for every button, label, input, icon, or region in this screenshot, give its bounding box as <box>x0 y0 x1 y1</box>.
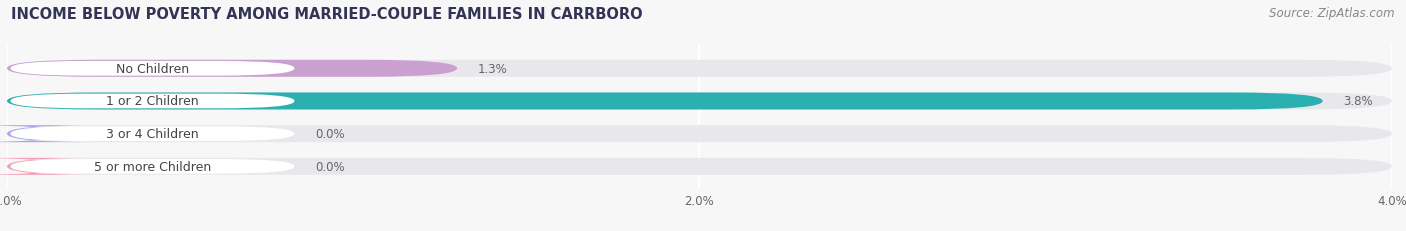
Text: Source: ZipAtlas.com: Source: ZipAtlas.com <box>1270 7 1395 20</box>
Text: 0.0%: 0.0% <box>315 128 344 140</box>
FancyBboxPatch shape <box>7 158 1392 175</box>
Text: 1.3%: 1.3% <box>478 63 508 76</box>
Text: 1 or 2 Children: 1 or 2 Children <box>105 95 198 108</box>
FancyBboxPatch shape <box>10 127 294 141</box>
FancyBboxPatch shape <box>7 126 1392 143</box>
FancyBboxPatch shape <box>7 93 1323 110</box>
FancyBboxPatch shape <box>7 61 457 77</box>
FancyBboxPatch shape <box>0 158 97 175</box>
Text: 0.0%: 0.0% <box>315 160 344 173</box>
FancyBboxPatch shape <box>7 93 1392 110</box>
Text: No Children: No Children <box>115 63 188 76</box>
Text: 3.8%: 3.8% <box>1344 95 1374 108</box>
Text: 5 or more Children: 5 or more Children <box>94 160 211 173</box>
FancyBboxPatch shape <box>0 126 97 143</box>
FancyBboxPatch shape <box>10 159 294 174</box>
FancyBboxPatch shape <box>10 94 294 109</box>
FancyBboxPatch shape <box>10 62 294 76</box>
Text: 3 or 4 Children: 3 or 4 Children <box>105 128 198 140</box>
FancyBboxPatch shape <box>7 61 1392 77</box>
Text: INCOME BELOW POVERTY AMONG MARRIED-COUPLE FAMILIES IN CARRBORO: INCOME BELOW POVERTY AMONG MARRIED-COUPL… <box>11 7 643 22</box>
